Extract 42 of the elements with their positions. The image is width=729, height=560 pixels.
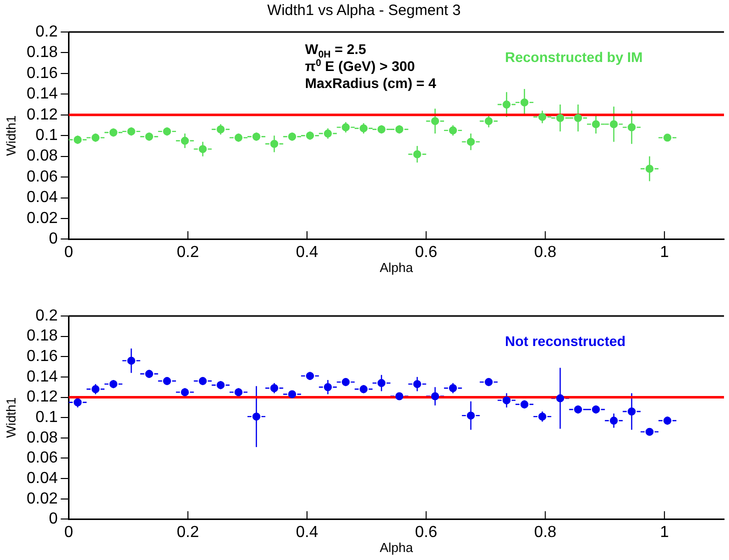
y-tick-label: 0.12	[26, 106, 58, 124]
chart-title: Width1 vs Alpha - Segment 3	[267, 2, 461, 20]
y-tick-label: 0.1	[35, 127, 58, 144]
y-tick-label: 0	[48, 510, 58, 528]
y-tick-label: 0.08	[26, 429, 58, 446]
y-tick-label: 0.2	[35, 23, 58, 40]
x-axis-title: Alpha	[380, 260, 414, 275]
x-tick-label: 1	[660, 244, 669, 262]
y-tick-label: 0.14	[26, 368, 58, 386]
x-tick-label: 0.2	[176, 524, 200, 542]
y-tick-label: 0	[48, 230, 58, 248]
x-tick-label: 0.8	[534, 524, 557, 542]
y-axis-title: Width1	[3, 397, 18, 438]
x-axis-title: Alpha	[380, 540, 414, 555]
y-tick-label: 0.12	[26, 388, 58, 406]
y-tick-label: 0.1	[35, 409, 58, 426]
x-tick-label: 0	[64, 524, 74, 542]
y-tick-label: 0.08	[26, 148, 58, 165]
x-tick-label: 0.4	[296, 524, 318, 542]
annotation: MaxRadius (cm) = 4	[305, 75, 436, 91]
y-tick-label: 0.04	[26, 470, 58, 487]
x-tick-label: 0.6	[415, 244, 438, 262]
y-tick-label: 0.02	[26, 210, 58, 227]
y-tick-label: 0.14	[26, 86, 58, 103]
text: Reconstructed by IM	[505, 49, 643, 65]
y-tick-label: 0.02	[26, 490, 58, 508]
y-tick-label: 0.06	[26, 168, 58, 186]
x-tick-label: 0.6	[415, 524, 438, 542]
x-tick-label: 1	[660, 524, 669, 542]
x-tick-label: 0.2	[176, 244, 200, 262]
y-tick-label: 0.16	[26, 348, 58, 366]
y-tick-label: 0.06	[26, 450, 58, 467]
text: Not reconstructed	[505, 333, 626, 349]
y-tick-label: 0.18	[26, 44, 58, 62]
y-tick-label: 0.18	[26, 328, 58, 345]
y-tick-label: 0.16	[26, 64, 58, 82]
y-axis-title: Width1	[3, 115, 18, 156]
x-tick-label: 0	[64, 244, 74, 262]
y-tick-label: 0.2	[35, 307, 58, 324]
y-tick-label: 0.04	[26, 189, 58, 206]
x-tick-label: 0.8	[534, 244, 557, 262]
x-tick-label: 0.4	[296, 244, 318, 262]
